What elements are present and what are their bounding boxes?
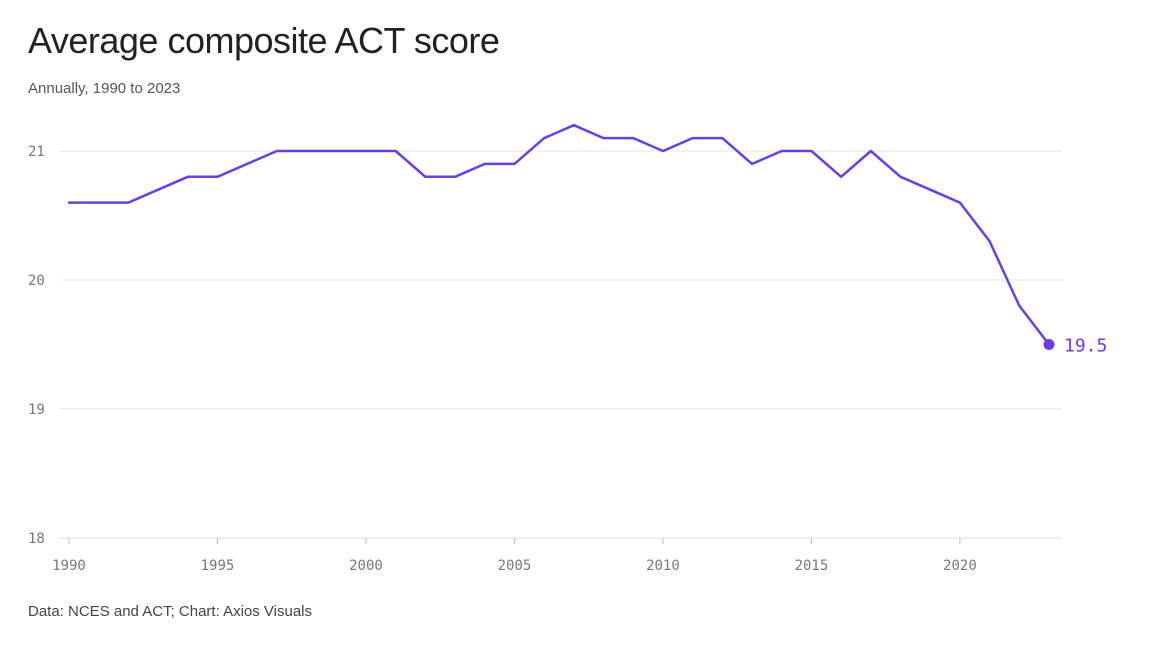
end-point-marker <box>1043 339 1055 350</box>
x-tick-label-2005: 2005 <box>498 558 532 574</box>
chart-title: Average composite ACT score <box>28 20 500 61</box>
series-layer: 19.5 <box>67 123 1107 357</box>
grid-layer <box>60 150 1062 410</box>
x-tick-label-1990: 1990 <box>52 558 86 574</box>
axis-layer: 18 19 20 21 1990 1995 2000 2005 2010 2015 2020 <box>28 144 1062 574</box>
y-tick-label-18: 18 <box>28 531 45 547</box>
chart-source: Data: NCES and ACT; Chart: Axios Visuals <box>28 603 313 620</box>
x-tick-label-2015: 2015 <box>795 558 829 574</box>
x-tick-label-2010: 2010 <box>646 558 680 574</box>
series-line-act-score <box>67 123 1051 346</box>
x-tick-label-1995: 1995 <box>201 558 235 574</box>
end-value-label: 19.5 <box>1064 336 1107 357</box>
y-tick-label-19: 19 <box>28 402 45 418</box>
chart-subtitle: Annually, 1990 to 2023 <box>28 80 181 97</box>
y-tick-label-20: 20 <box>28 273 45 289</box>
x-tick-label-2000: 2000 <box>349 558 383 574</box>
y-tick-label-21: 21 <box>28 144 45 160</box>
x-tick-label-2020: 2020 <box>943 558 977 574</box>
